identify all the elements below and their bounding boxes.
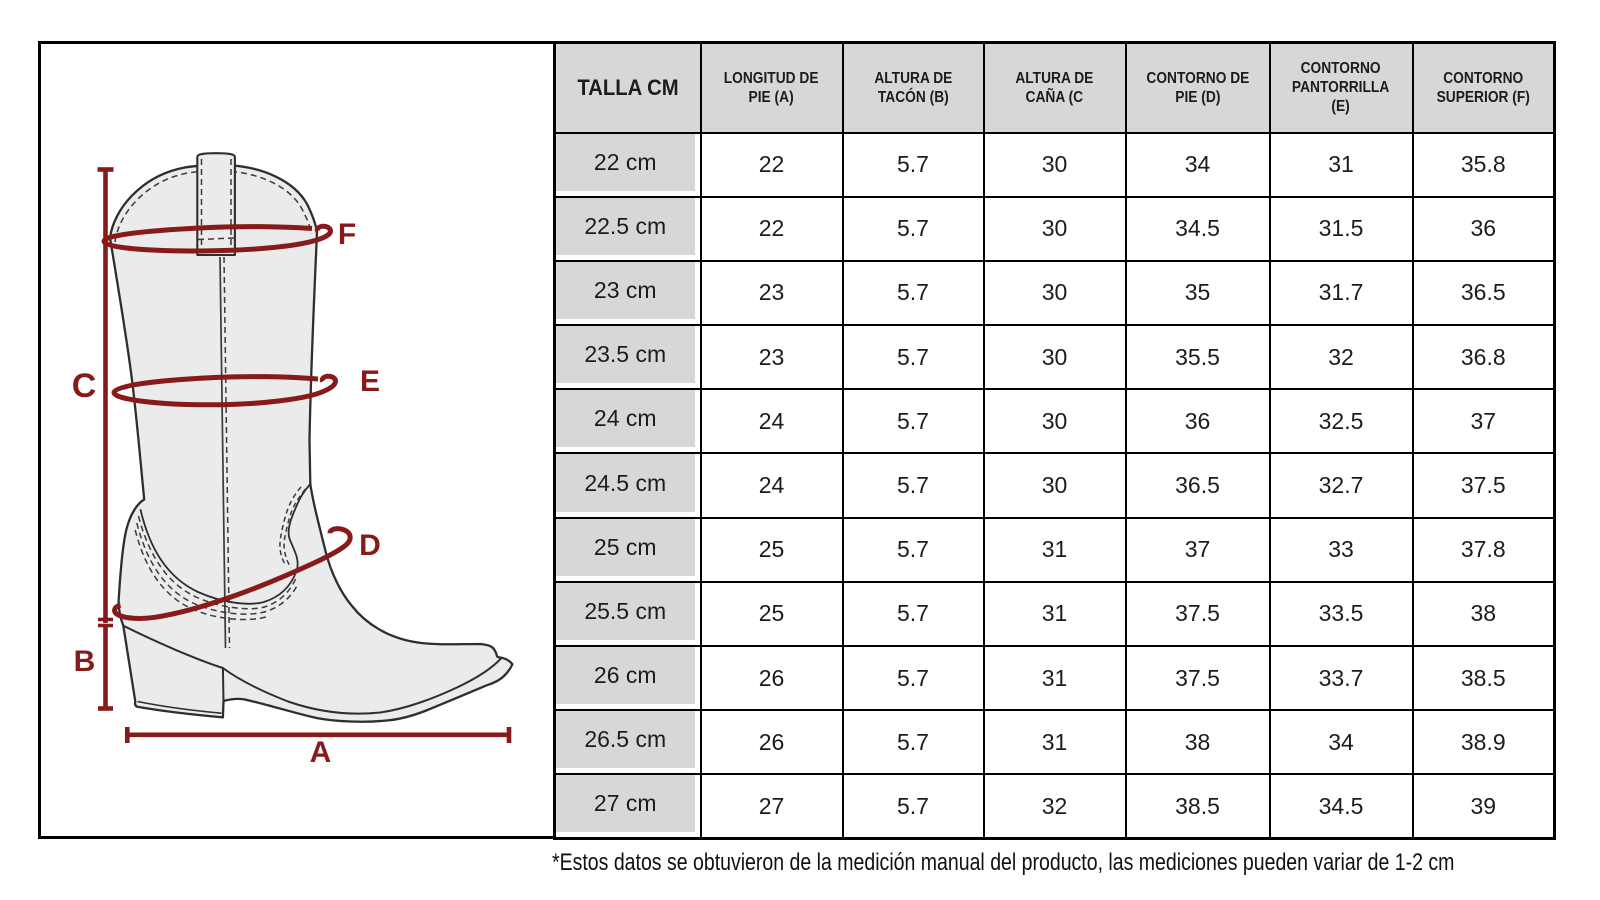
svg-text:E: E — [360, 365, 380, 398]
svg-text:C: C — [72, 367, 97, 405]
svg-text:A: A — [310, 736, 332, 769]
svg-text:F: F — [338, 218, 356, 251]
svg-text:B: B — [74, 645, 96, 678]
svg-text:D: D — [359, 529, 381, 562]
